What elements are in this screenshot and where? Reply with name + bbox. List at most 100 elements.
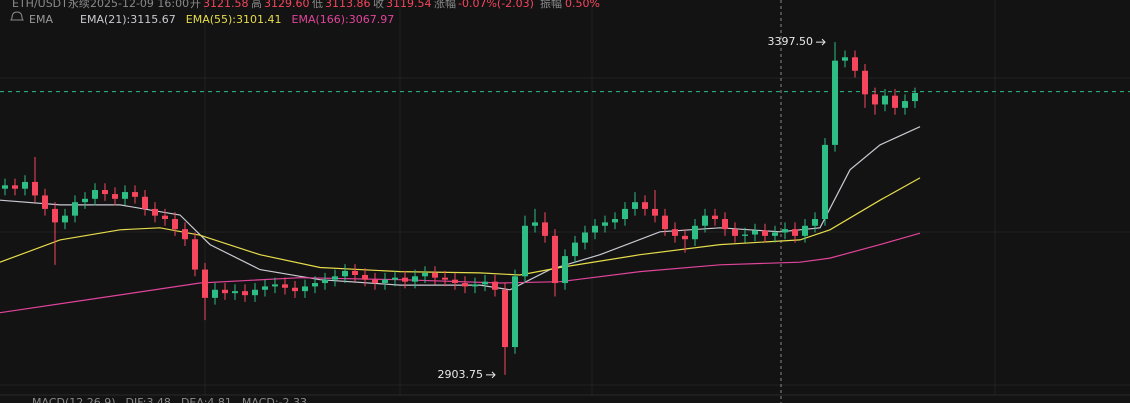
candle-body xyxy=(362,274,368,280)
header-text: 3129.60 xyxy=(264,0,310,10)
candle-body xyxy=(442,277,448,280)
header-text: 开 xyxy=(190,0,201,10)
candle-body xyxy=(242,291,248,296)
candle-body xyxy=(862,70,868,95)
candle-body xyxy=(352,270,358,275)
candle-body xyxy=(62,215,68,223)
header-text: 振幅 xyxy=(540,0,562,10)
candle-body xyxy=(702,215,708,226)
candle-body xyxy=(342,270,348,277)
candle-body xyxy=(722,219,728,230)
candle-body xyxy=(502,289,508,348)
candle-body xyxy=(142,196,148,209)
candle-body xyxy=(542,222,548,236)
candle-body xyxy=(582,232,588,243)
candle-body xyxy=(642,202,648,209)
candle-body xyxy=(402,277,408,282)
candle-body xyxy=(332,276,338,280)
candle-body xyxy=(592,225,598,233)
candle-body xyxy=(292,287,298,292)
price-annotation: 3397.50 xyxy=(768,35,814,48)
candle-body xyxy=(302,286,308,292)
candle-body xyxy=(912,93,918,102)
candle-body xyxy=(672,229,678,236)
candle-body xyxy=(182,229,188,240)
candle-body xyxy=(652,208,658,216)
candle-body xyxy=(432,272,438,278)
annotation-arrow xyxy=(816,38,826,46)
candle-body xyxy=(212,289,218,298)
candle-body xyxy=(622,208,628,220)
candle-body xyxy=(522,225,528,277)
candle-body xyxy=(112,194,118,199)
candle-body xyxy=(132,192,138,197)
annotation-arrow xyxy=(486,371,496,379)
header-text: 3113.86 xyxy=(325,0,371,10)
legend-entry: EMA(55):3101.41 xyxy=(186,13,282,26)
candle-body xyxy=(752,230,758,235)
candle-body xyxy=(812,219,818,226)
candle-body xyxy=(792,229,798,236)
candle-body xyxy=(172,219,178,230)
candle-body xyxy=(102,190,108,195)
candle-body xyxy=(732,229,738,236)
header-text: ETH/USDT永续 xyxy=(12,0,90,10)
header-text: 3119.54 xyxy=(386,0,432,10)
candle-body xyxy=(662,215,668,230)
candle-body xyxy=(12,185,18,189)
candle-body xyxy=(252,289,258,296)
header-text: 2025-12-09 16:00 xyxy=(90,0,189,10)
header-text: 涨幅 xyxy=(434,0,456,10)
candle-body xyxy=(52,208,58,223)
candle-body xyxy=(802,225,808,236)
candle-body xyxy=(512,276,518,348)
header-text: 3121.58 xyxy=(203,0,249,10)
candle-body xyxy=(902,101,908,108)
candle-body xyxy=(552,235,558,284)
candle-body xyxy=(42,195,48,209)
candle-body xyxy=(412,276,418,282)
candle-body xyxy=(202,269,208,298)
candle-body xyxy=(392,277,398,280)
legend-entry: EMA(166):3067.97 xyxy=(292,13,395,26)
candle-body xyxy=(562,256,568,284)
candle-body xyxy=(742,234,748,236)
candle-body xyxy=(312,283,318,287)
footer-text: DIF:3.48 xyxy=(126,396,171,403)
candle-body xyxy=(422,272,428,277)
header-text: 低 xyxy=(312,0,323,10)
candle-body xyxy=(712,215,718,220)
candle-body xyxy=(762,230,768,236)
alert-icon[interactable] xyxy=(10,11,24,21)
candle-body xyxy=(872,94,878,105)
candle-body xyxy=(682,235,688,240)
candle-body xyxy=(892,95,898,108)
candle-body xyxy=(832,60,838,145)
ema-line xyxy=(0,126,921,291)
candle-body xyxy=(92,190,98,199)
candle-body xyxy=(122,192,128,199)
candle-body xyxy=(632,202,638,209)
candle-body xyxy=(532,222,538,226)
footer-text: MACD(12,26,9) xyxy=(32,396,116,403)
candle-body xyxy=(372,279,378,284)
candle-body xyxy=(472,284,478,287)
candle-body xyxy=(82,198,88,203)
candle-body xyxy=(882,95,888,105)
candle-body xyxy=(152,208,158,216)
candle-body xyxy=(272,284,278,287)
candle-body xyxy=(382,279,388,284)
header-text: 收 xyxy=(373,0,384,10)
footer-text: MACD:-2.33 xyxy=(242,396,307,403)
candle-body xyxy=(222,289,228,294)
header-text: 高 xyxy=(251,0,262,10)
legend-entry: EMA(21):3115.67 xyxy=(80,13,176,26)
candle-body xyxy=(322,279,328,284)
footer-text: DEA:4.81 xyxy=(181,396,232,403)
candle-body xyxy=(462,283,468,287)
candle-body xyxy=(22,181,28,189)
candle-body xyxy=(32,181,38,196)
indicator-name: EMA xyxy=(29,13,53,26)
